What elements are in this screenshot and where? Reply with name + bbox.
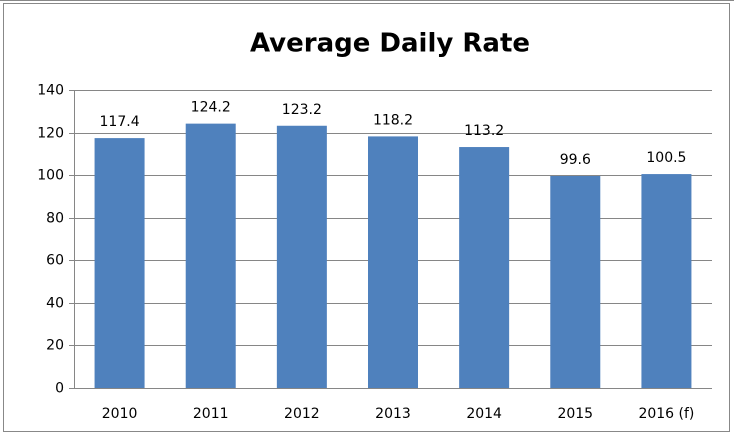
x-tick-label: 2012 [284, 406, 320, 422]
y-tick-label: 140 [37, 83, 64, 99]
bar [94, 138, 145, 388]
data-label: 113.2 [464, 123, 504, 139]
y-tick-label: 60 [46, 253, 64, 269]
y-tick-label: 80 [46, 211, 64, 227]
y-tick-label: 20 [46, 338, 64, 354]
x-tick-label: 2011 [193, 406, 229, 422]
data-label: 123.2 [282, 102, 322, 118]
bar [368, 136, 418, 388]
bar [276, 125, 327, 388]
x-tick-label: 2016 (f) [638, 406, 694, 422]
x-tick-label: 2010 [102, 406, 138, 422]
data-label: 117.4 [100, 114, 140, 130]
y-tick-label: 120 [37, 126, 64, 142]
data-label: 100.5 [646, 150, 686, 166]
bar [641, 174, 692, 388]
data-label: 99.6 [560, 152, 591, 168]
bar [550, 175, 601, 388]
y-tick-label: 100 [37, 168, 64, 184]
y-tick-label: 40 [46, 296, 64, 312]
x-tick-label: 2013 [375, 406, 411, 422]
data-label: 118.2 [373, 112, 413, 128]
bar [185, 123, 236, 388]
x-tick-label: 2014 [466, 406, 502, 422]
bar [459, 147, 510, 388]
y-tick-label: 0 [55, 381, 64, 397]
x-tick-label: 2015 [557, 406, 593, 422]
chart-title: Average Daily Rate [250, 29, 530, 59]
data-label: 124.2 [191, 100, 231, 116]
